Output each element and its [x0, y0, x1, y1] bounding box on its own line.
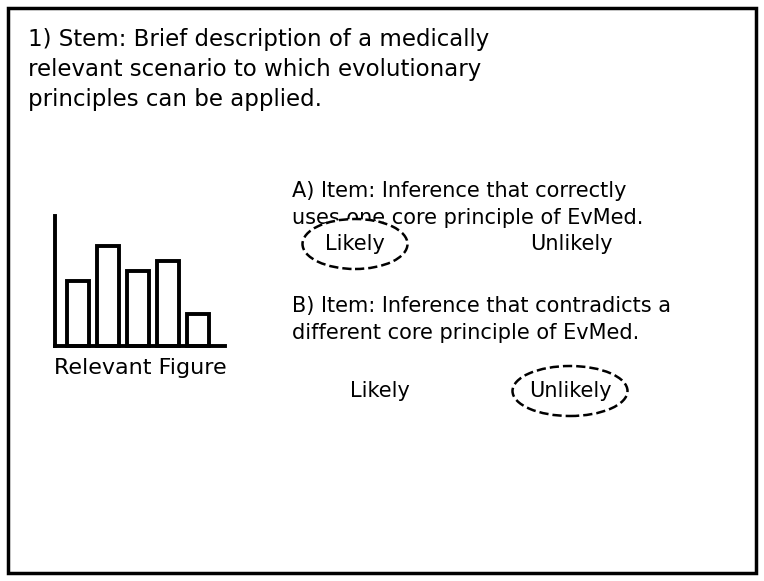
Text: Unlikely: Unlikely	[529, 381, 611, 401]
Bar	[157, 261, 179, 346]
Text: Relevant Figure: Relevant Figure	[53, 358, 226, 378]
Bar	[67, 281, 89, 346]
Text: A) Item: Inference that correctly
uses one core principle of EvMed.: A) Item: Inference that correctly uses o…	[292, 181, 643, 228]
Text: Likely: Likely	[325, 234, 385, 254]
Bar	[187, 314, 209, 346]
FancyBboxPatch shape	[8, 8, 756, 573]
Text: 1) Stem: Brief description of a medically
relevant scenario to which evolutionar: 1) Stem: Brief description of a medicall…	[28, 28, 489, 112]
Text: B) Item: Inference that contradicts a
different core principle of EvMed.: B) Item: Inference that contradicts a di…	[292, 296, 671, 343]
Text: Likely: Likely	[350, 381, 410, 401]
Ellipse shape	[513, 366, 627, 416]
Bar	[97, 246, 119, 346]
Ellipse shape	[303, 219, 407, 269]
Bar	[127, 271, 149, 346]
Text: Unlikely: Unlikely	[530, 234, 613, 254]
